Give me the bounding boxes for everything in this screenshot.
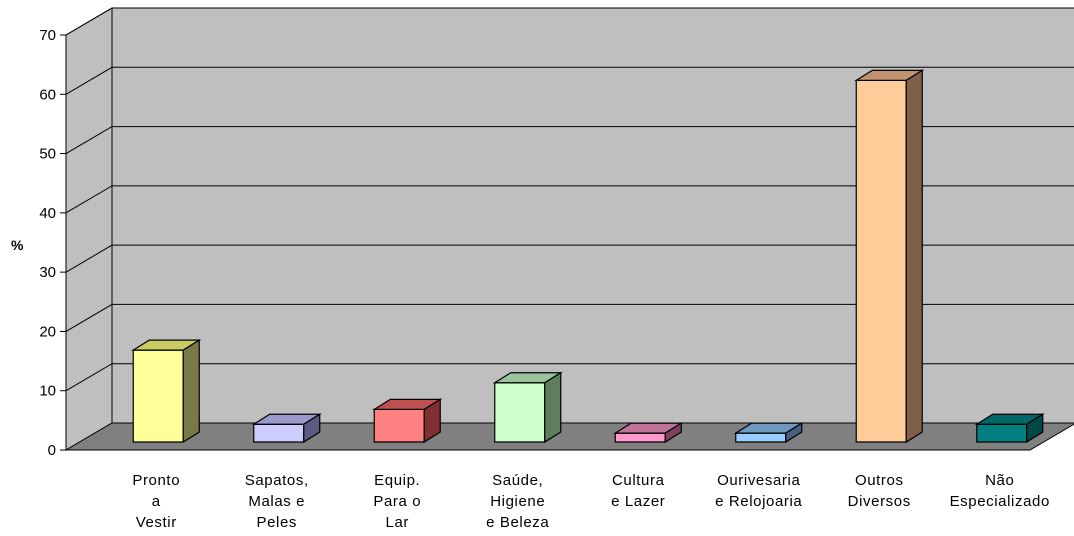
bar <box>492 371 563 444</box>
bar-side <box>423 398 441 444</box>
y-tick-label: 50 <box>39 146 56 163</box>
x-tick-label: Sapatos, Malas e Peles <box>245 472 309 531</box>
y-tick-label: 40 <box>39 205 56 222</box>
y-axis: 0 10 20 30 40 50 60 70 <box>39 27 67 459</box>
bar-front <box>132 349 184 443</box>
x-tick-label: Não Especializado <box>950 472 1050 510</box>
bar-front <box>735 432 787 443</box>
gridline <box>65 244 1074 273</box>
x-tick-label: Outros Diversos <box>848 472 911 510</box>
bars <box>131 69 1045 444</box>
bar-side <box>905 69 923 444</box>
back-wall <box>111 7 1074 424</box>
gridline <box>65 126 1074 155</box>
bar-side <box>544 371 562 444</box>
bar-side <box>182 339 200 444</box>
bar-front <box>855 79 907 443</box>
y-tick-label: 30 <box>39 264 56 281</box>
x-tick-label: Pronto a Vestir <box>132 472 180 531</box>
side-wall <box>65 7 113 451</box>
gridline <box>65 303 1074 332</box>
y-tick-label: 70 <box>39 27 56 44</box>
bar <box>613 422 684 444</box>
gridline <box>65 185 1074 214</box>
y-tick-label: 10 <box>39 383 56 400</box>
bar-side <box>664 422 682 444</box>
bar-front <box>976 423 1028 443</box>
bar-side <box>303 413 321 444</box>
bar-front <box>373 408 425 443</box>
bar <box>372 398 443 444</box>
y-tick-label: 20 <box>39 323 56 340</box>
bar-front <box>253 423 305 443</box>
bar-side <box>785 422 803 444</box>
x-tick-label: Equip. Para o Lar <box>373 472 421 531</box>
gridline <box>65 66 1074 95</box>
x-axis-labels: Pronto a Vestir Sapatos, Malas e Peles Equip. P… <box>132 472 1050 531</box>
bar-front <box>614 432 666 443</box>
bar-front <box>494 382 546 443</box>
y-tick-label: 60 <box>39 86 56 103</box>
x-tick-label: Cultura e Lazer <box>611 472 665 510</box>
bar <box>251 413 322 444</box>
gridline <box>65 363 1074 392</box>
x-tick-label: Saúde, Higiene e Beleza <box>486 472 549 531</box>
y-tick-label: 0 <box>48 442 56 459</box>
bar <box>131 339 202 444</box>
bar-side <box>1026 413 1044 444</box>
gridline <box>65 7 1074 36</box>
gridlines <box>65 7 1074 392</box>
y-axis-label: % <box>11 237 24 253</box>
x-tick-label: Ourivesaria e Relojoaria <box>715 472 802 510</box>
bar <box>854 69 925 444</box>
bar <box>974 413 1045 444</box>
bar <box>733 422 804 444</box>
